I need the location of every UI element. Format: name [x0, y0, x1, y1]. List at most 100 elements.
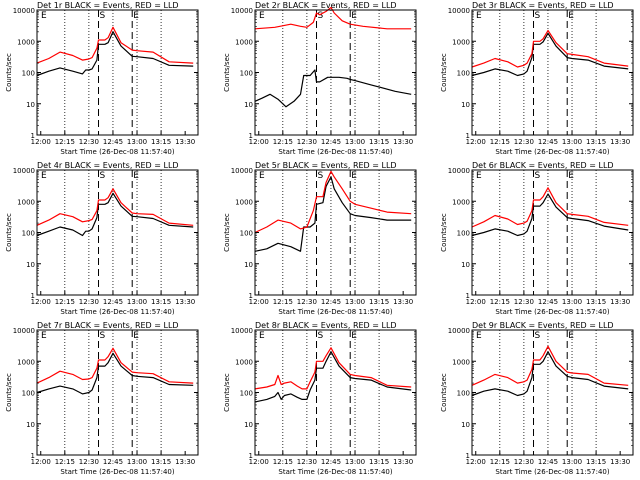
y-axis-label: Counts/sec — [223, 373, 231, 412]
interval-marker: E — [133, 331, 139, 341]
interval-marker: E — [133, 171, 139, 181]
interval-marker: E — [41, 11, 47, 21]
series-events-line — [471, 193, 629, 237]
y-tick-label: 10000 — [448, 7, 470, 15]
chart-title: Det 6r BLACK = Events, RED = LLD — [472, 161, 614, 170]
series-events-line — [254, 69, 412, 108]
x-tick-label: 13:30 — [393, 138, 413, 146]
series-events-line — [254, 351, 412, 403]
x-tick-label: 13:15 — [369, 138, 389, 146]
x-tick-label: 13:00 — [127, 458, 147, 466]
y-tick-label: 10000 — [13, 327, 35, 335]
y-tick-label: 10 — [461, 101, 470, 109]
y-tick-label: 10 — [461, 261, 470, 269]
y-tick-label: 1000 — [235, 198, 253, 206]
y-tick-label: 1 — [466, 132, 470, 140]
chart-title: Det 3r BLACK = Events, RED = LLD — [472, 1, 614, 10]
x-axis-label: Start Time (26-Dec-08 11:57:40) — [278, 308, 392, 316]
x-tick-label: 12:30 — [79, 298, 99, 306]
x-tick-label: 12:00 — [466, 458, 486, 466]
interval-marker: E — [568, 331, 574, 341]
y-tick-label: 100 — [22, 70, 35, 78]
x-tick-label: 12:45 — [321, 138, 341, 146]
plot-frame — [36, 329, 199, 456]
chart-title: Det 9r BLACK = Events, RED = LLD — [472, 321, 614, 330]
x-tick-label: 13:15 — [586, 458, 606, 466]
x-tick-label: 13:00 — [127, 298, 147, 306]
x-tick-label: 13:00 — [345, 138, 365, 146]
interval-marker: S — [318, 331, 324, 341]
plot-frame — [471, 169, 634, 296]
x-tick-label: 12:15 — [55, 138, 75, 146]
y-tick-label: 100 — [22, 230, 35, 238]
y-tick-label: 1000 — [235, 358, 253, 366]
x-tick-label: 13:00 — [127, 138, 147, 146]
y-axis-label: Counts/sec — [440, 53, 448, 92]
plot-frame — [36, 169, 199, 296]
y-tick-label: 10 — [461, 421, 470, 429]
x-tick-label: 12:00 — [31, 138, 51, 146]
y-tick-label: 100 — [22, 390, 35, 398]
y-tick-label: 10000 — [448, 167, 470, 175]
x-tick-label: 12:00 — [249, 138, 269, 146]
x-axis-label: Start Time (26-Dec-08 11:57:40) — [495, 148, 609, 156]
x-tick-label: 12:15 — [55, 298, 75, 306]
y-axis-label: Counts/sec — [5, 373, 13, 412]
y-tick-label: 100 — [240, 390, 253, 398]
x-tick-label: 13:15 — [586, 138, 606, 146]
interval-marker: E — [568, 171, 574, 181]
y-axis-label: Counts/sec — [223, 213, 231, 252]
interval-marker: E — [351, 331, 357, 341]
x-tick-label: 13:30 — [175, 138, 195, 146]
interval-marker: E — [41, 171, 47, 181]
x-tick-label: 13:30 — [610, 458, 630, 466]
interval-marker: E — [568, 11, 574, 21]
y-tick-label: 1 — [249, 132, 253, 140]
x-tick-label: 12:15 — [490, 298, 510, 306]
y-tick-label: 10000 — [231, 167, 253, 175]
x-tick-label: 12:15 — [55, 458, 75, 466]
x-tick-label: 12:00 — [31, 458, 51, 466]
x-tick-label: 13:00 — [562, 298, 582, 306]
x-tick-label: 13:30 — [175, 298, 195, 306]
interval-marker: S — [535, 171, 541, 181]
x-tick-label: 13:30 — [610, 138, 630, 146]
x-tick-label: 13:00 — [345, 458, 365, 466]
x-tick-label: 12:45 — [103, 458, 123, 466]
plot-frame — [254, 329, 417, 456]
x-tick-label: 12:00 — [466, 138, 486, 146]
series-lld-line — [36, 347, 194, 384]
y-axis-label: Counts/sec — [440, 213, 448, 252]
y-axis-label: Counts/sec — [440, 373, 448, 412]
x-tick-label: 12:30 — [514, 298, 534, 306]
x-tick-label: 12:30 — [514, 138, 534, 146]
x-tick-label: 12:30 — [297, 298, 317, 306]
interval-marker: E — [41, 331, 47, 341]
interval-marker: S — [318, 171, 324, 181]
series-lld-line — [36, 26, 194, 64]
x-tick-label: 12:15 — [273, 298, 293, 306]
x-axis-label: Start Time (26-Dec-08 11:57:40) — [495, 308, 609, 316]
x-tick-label: 12:45 — [321, 298, 341, 306]
x-tick-label: 12:00 — [249, 458, 269, 466]
y-tick-label: 1 — [249, 292, 253, 300]
x-tick-label: 12:45 — [538, 138, 558, 146]
x-tick-label: 12:00 — [466, 298, 486, 306]
x-tick-label: 13:15 — [151, 458, 171, 466]
y-tick-label: 1000 — [452, 358, 470, 366]
interval-marker: E — [351, 11, 357, 21]
series-lld-line — [254, 6, 412, 30]
plot-frame — [36, 9, 199, 136]
series-lld-line — [36, 188, 194, 226]
interval-marker: E — [476, 11, 482, 21]
series-lld-line — [471, 345, 629, 386]
x-tick-label: 13:00 — [345, 298, 365, 306]
x-tick-label: 12:15 — [273, 458, 293, 466]
y-tick-label: 10 — [26, 101, 35, 109]
interval-marker: E — [476, 331, 482, 341]
y-tick-label: 1000 — [17, 198, 35, 206]
x-tick-label: 12:15 — [490, 138, 510, 146]
